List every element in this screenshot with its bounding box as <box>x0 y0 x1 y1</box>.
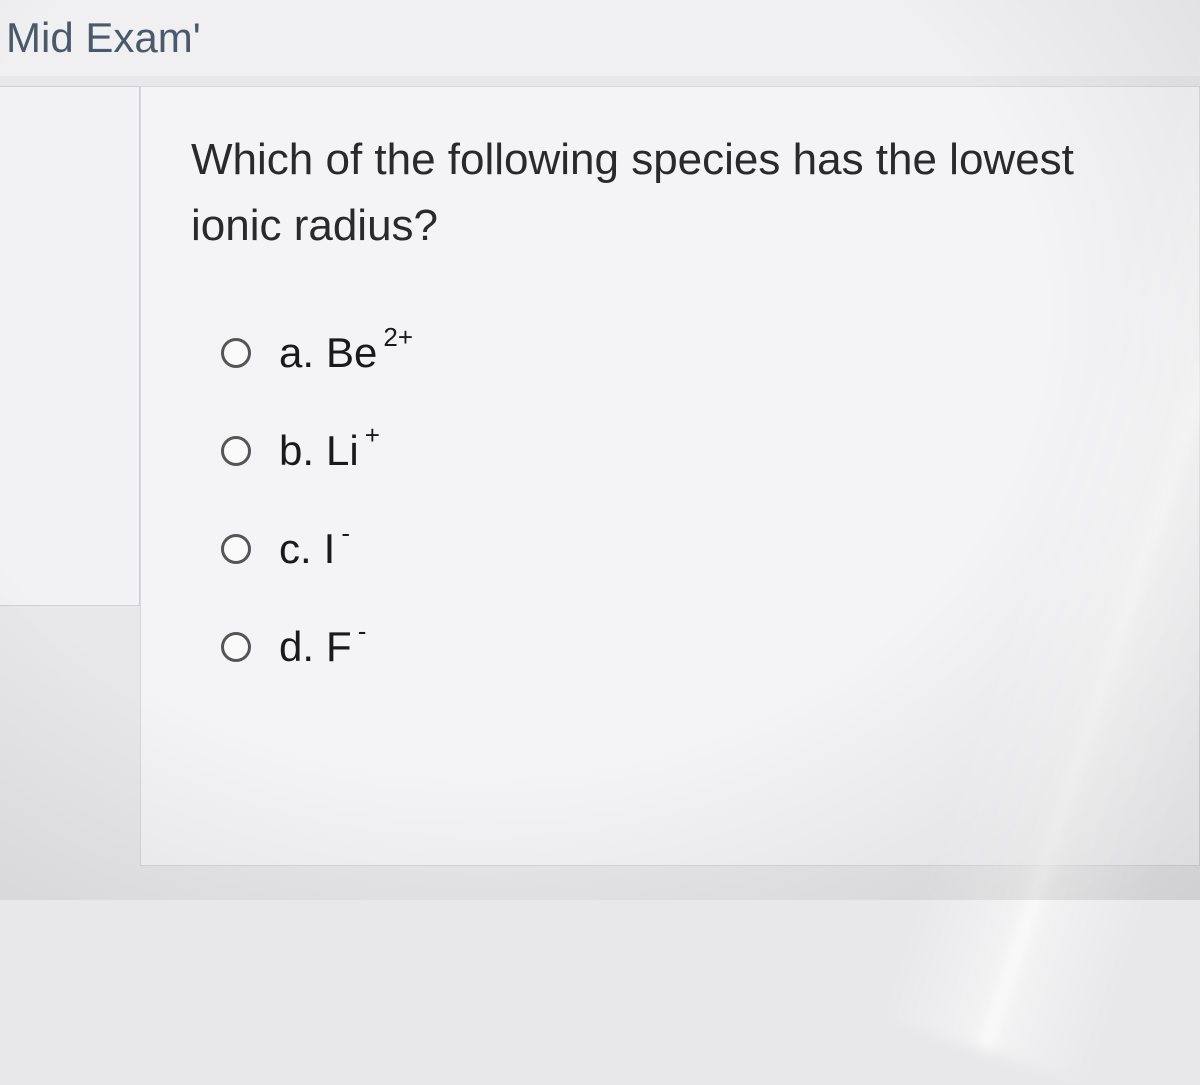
radio-c[interactable] <box>221 534 251 564</box>
question-card: Which of the following species has the l… <box>140 86 1200 866</box>
option-c-letter: c. <box>279 525 312 573</box>
option-d-base: F <box>326 626 352 668</box>
option-c-base: I <box>324 528 336 570</box>
option-a-letter: a. <box>279 329 314 377</box>
option-b-sup: + <box>365 420 380 451</box>
option-a-sup: 2+ <box>383 322 413 353</box>
content-row: Which of the following species has the l… <box>0 76 1200 866</box>
option-c[interactable]: c. I - <box>221 525 1159 573</box>
page-title: Mid Exam' <box>0 0 1200 76</box>
option-d-label: d. F - <box>279 623 366 671</box>
option-d-sup: - <box>358 616 367 647</box>
question-text: Which of the following species has the l… <box>191 127 1159 259</box>
option-c-label: c. I - <box>279 525 350 573</box>
option-d[interactable]: d. F - <box>221 623 1159 671</box>
option-a-base: Be <box>326 332 377 374</box>
option-d-letter: d. <box>279 623 314 671</box>
option-b-base: Li <box>326 430 359 472</box>
radio-b[interactable] <box>221 436 251 466</box>
answer-options: a. Be 2+ b. Li + <box>191 329 1159 671</box>
radio-d[interactable] <box>221 632 251 662</box>
radio-a[interactable] <box>221 338 251 368</box>
question-info-panel <box>0 86 140 606</box>
option-b-letter: b. <box>279 427 314 475</box>
option-a[interactable]: a. Be 2+ <box>221 329 1159 377</box>
option-b[interactable]: b. Li + <box>221 427 1159 475</box>
option-b-label: b. Li + <box>279 427 380 475</box>
option-c-sup: - <box>341 518 350 549</box>
option-a-label: a. Be 2+ <box>279 329 413 377</box>
